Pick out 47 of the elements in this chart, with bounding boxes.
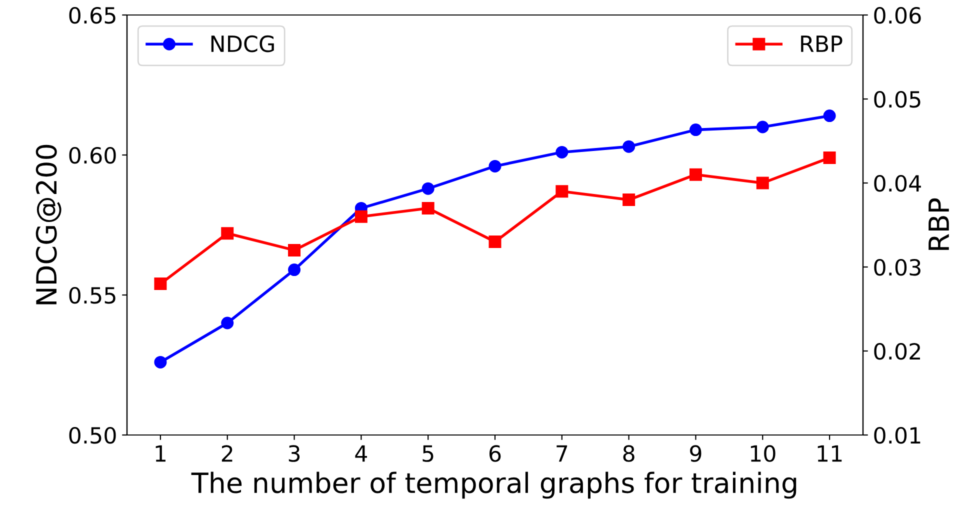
x-tick-label: 1 <box>156 445 166 462</box>
y2-tick-label: 0.02 <box>874 342 920 360</box>
point <box>422 182 434 195</box>
y2-tick-label: 0.04 <box>874 174 921 192</box>
point <box>823 152 836 164</box>
y2-tick-label: 0.06 <box>874 6 921 24</box>
point <box>622 140 636 153</box>
y-tick-label: 0.65 <box>69 6 116 24</box>
y-tick-label: 0.50 <box>69 426 116 444</box>
y2-tick-label: 0.05 <box>874 90 920 108</box>
point <box>288 244 301 256</box>
x-tick-label: 10 <box>750 445 776 462</box>
point <box>221 227 234 240</box>
point <box>422 202 434 214</box>
point <box>488 236 502 248</box>
legend-label: RBP <box>801 36 842 52</box>
y2-tick-label: 0.01 <box>874 426 920 444</box>
y-tick-label: 0.60 <box>69 146 116 164</box>
x-tick-label: 11 <box>818 445 842 462</box>
x-tick-label: 6 <box>489 445 501 462</box>
point <box>221 316 234 330</box>
x-axis-title: The number of temporal graphs for training <box>191 472 796 499</box>
point <box>622 194 636 206</box>
point <box>154 356 167 368</box>
x-tick-label: 3 <box>288 445 300 462</box>
point <box>689 124 702 136</box>
x-tick-label: 4 <box>355 445 368 462</box>
y2-axis-title: RBP <box>928 198 949 250</box>
point <box>556 146 568 158</box>
point <box>354 210 368 223</box>
point <box>756 120 769 134</box>
point <box>689 168 702 181</box>
y2-tick-label: 0.03 <box>874 258 920 276</box>
legend-label: NDCG <box>211 35 274 52</box>
point <box>556 185 568 198</box>
y-tick-label: 0.55 <box>69 286 116 304</box>
x-tick-label: 5 <box>422 445 434 462</box>
point <box>488 160 502 172</box>
x-tick-label: 8 <box>623 445 634 462</box>
x-tick-label: 7 <box>556 445 568 462</box>
point <box>154 278 167 290</box>
point <box>288 264 301 276</box>
point <box>823 110 836 122</box>
point <box>756 176 769 190</box>
x-tick-label: 2 <box>222 445 232 462</box>
y-axis-title: NDCG@200 <box>36 144 62 304</box>
x-tick-label: 9 <box>690 445 702 462</box>
